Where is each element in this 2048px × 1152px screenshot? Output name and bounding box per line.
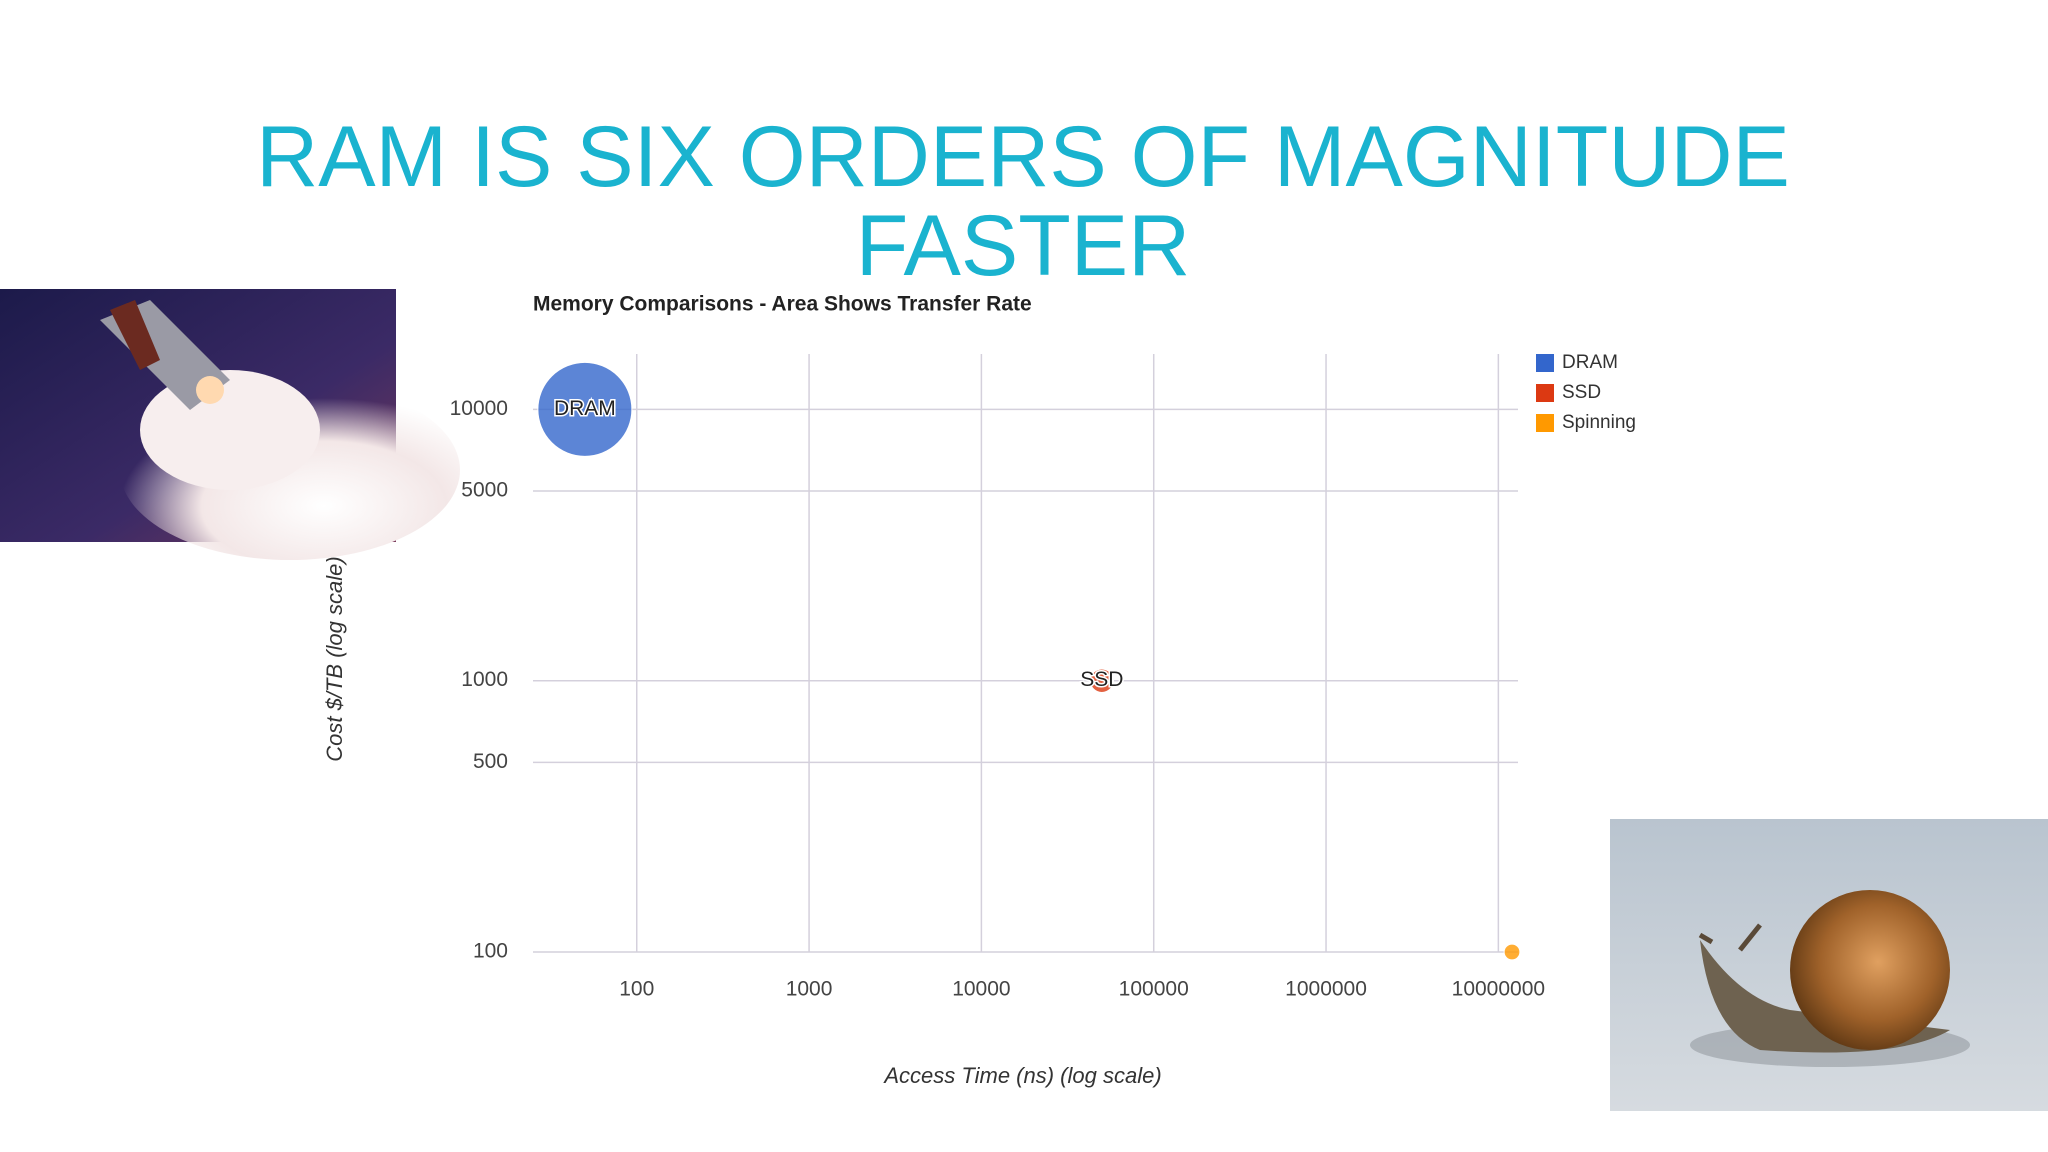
x-tick-label: 10000000 — [1452, 978, 1545, 1001]
legend-label: DRAM — [1562, 352, 1618, 373]
legend-swatch — [1536, 354, 1554, 372]
x-tick-label: 10000 — [952, 978, 1010, 1001]
y-tick-label: 10000 — [450, 397, 508, 420]
legend-label: Spinning — [1562, 412, 1636, 433]
y-axis-label: Cost $/TB (log scale) — [322, 556, 347, 761]
x-tick-label: 100000 — [1119, 978, 1189, 1001]
rocket-image — [0, 289, 460, 560]
x-axis-label: Access Time (ns) (log scale) — [882, 1063, 1161, 1088]
y-tick-label: 1000 — [461, 668, 508, 691]
y-tick-label: 500 — [473, 750, 508, 773]
x-tick-label: 1000 — [786, 978, 833, 1001]
chart: 100 500 1000 5000 10000 100 1000 10000 100000 100… — [450, 352, 1636, 1001]
slide-title: RAM IS SIX ORDERS OF MAGNITUDE FASTER — [256, 109, 1790, 294]
legend-swatch — [1536, 384, 1554, 402]
x-tick-label: 100 — [619, 978, 654, 1001]
bubble-label: DRAM — [554, 397, 616, 420]
snail-image — [1610, 819, 2048, 1111]
chart-title: Memory Comparisons - Area Shows Transfer… — [533, 293, 1032, 316]
legend-label: SSD — [1562, 382, 1601, 403]
legend-swatch — [1536, 414, 1554, 432]
bubble — [1503, 943, 1521, 961]
bubble — [537, 361, 633, 457]
y-tick-label: 5000 — [461, 479, 508, 502]
bubble-label: SSD — [1080, 668, 1123, 691]
y-tick-label: 100 — [473, 940, 508, 963]
x-tick-label: 1000000 — [1285, 978, 1367, 1001]
bubble — [1089, 668, 1115, 693]
